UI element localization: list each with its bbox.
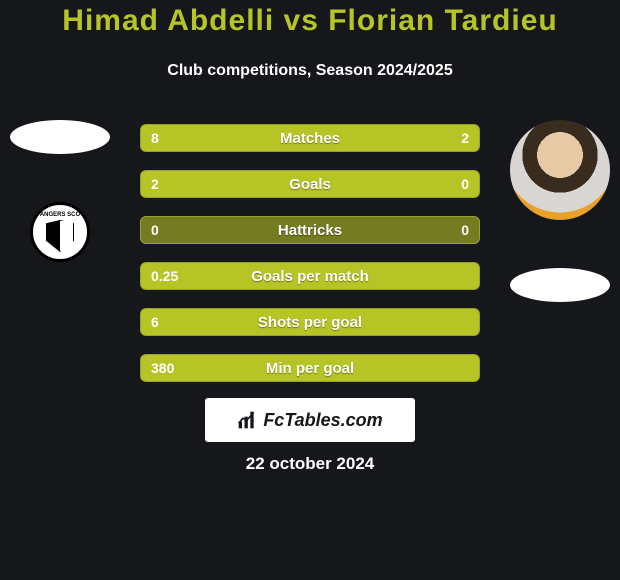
left-club-badge-label: ANGERS SCO xyxy=(40,212,80,218)
left-club-badge: ANGERS SCO xyxy=(30,202,90,262)
comparison-canvas: Himad Abdelli vs Florian Tardieu Club co… xyxy=(0,0,620,580)
generation-date: 22 october 2024 xyxy=(0,454,620,474)
stat-bars: 82Matches 20Goals 00Hattricks 0.25Goals per… xyxy=(140,124,480,400)
right-club-badge-placeholder xyxy=(510,268,610,302)
stat-bar-row: 0.25Goals per match xyxy=(140,262,480,290)
left-player-photo-placeholder xyxy=(10,120,110,154)
stat-bar-label: Hattricks xyxy=(141,217,479,243)
stat-bar-row: 6Shots per goal xyxy=(140,308,480,336)
stat-bar-row: 00Hattricks xyxy=(140,216,480,244)
stat-bar-label: Goals xyxy=(141,171,479,197)
page-title: Himad Abdelli vs Florian Tardieu xyxy=(0,4,620,38)
right-player-column xyxy=(510,120,610,302)
left-player-column: ANGERS SCO xyxy=(10,120,110,262)
stat-bar-label: Shots per goal xyxy=(141,309,479,335)
stat-bar-label: Matches xyxy=(141,125,479,151)
page-subtitle: Club competitions, Season 2024/2025 xyxy=(0,62,620,80)
shield-icon xyxy=(46,220,74,252)
stat-bar-row: 380Min per goal xyxy=(140,354,480,382)
right-player-photo xyxy=(510,120,610,220)
stat-bar-row: 82Matches xyxy=(140,124,480,152)
stat-bar-label: Goals per match xyxy=(141,263,479,289)
branding-badge: FcTables.com xyxy=(205,398,415,442)
stat-bar-label: Min per goal xyxy=(141,355,479,381)
branding-text: FcTables.com xyxy=(263,410,382,431)
stat-bar-row: 20Goals xyxy=(140,170,480,198)
chart-icon xyxy=(237,410,257,430)
